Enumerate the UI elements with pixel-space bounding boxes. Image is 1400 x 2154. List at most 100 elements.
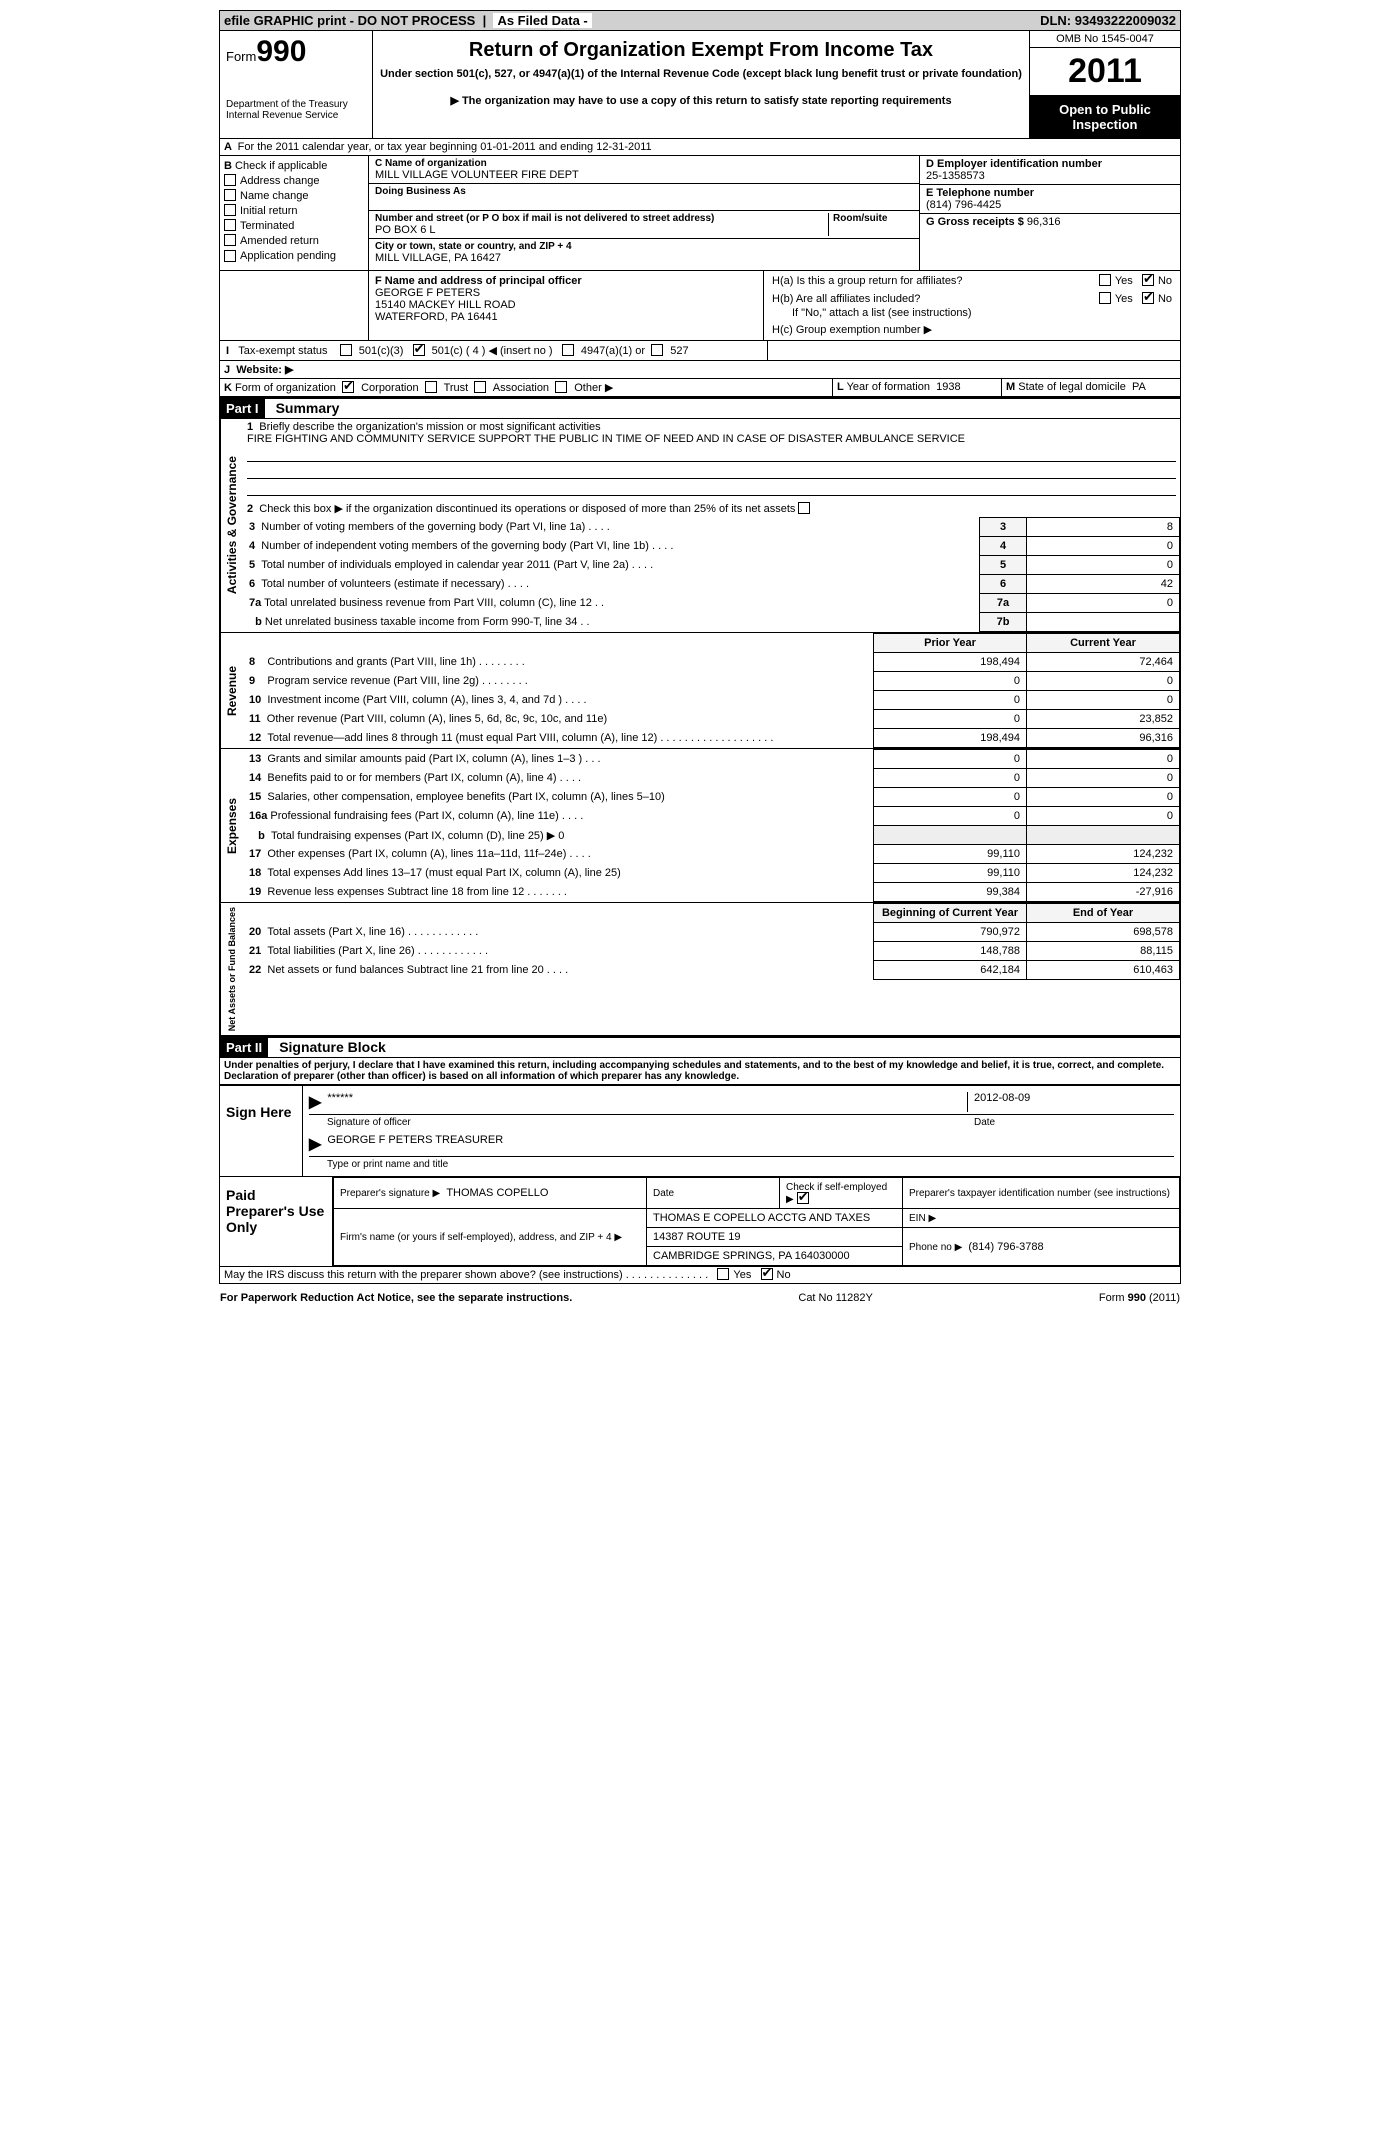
paid-preparer-block: Paid Preparer's Use Only Preparer's sign…: [220, 1176, 1180, 1266]
preparer-phone: (814) 796-3788: [968, 1241, 1043, 1253]
chk-4947[interactable]: [562, 344, 574, 356]
officer-addr2: WATERFORD, PA 16441: [375, 311, 757, 323]
firm-name: THOMAS E COPELLO ACCTG AND TAXES: [647, 1209, 903, 1228]
form-number: 990: [256, 35, 306, 68]
part-I-header: Part I Summary: [220, 397, 1180, 419]
expenses-table: 13 Grants and similar amounts paid (Part…: [243, 749, 1180, 902]
page-footer: For Paperwork Reduction Act Notice, see …: [220, 1292, 1180, 1304]
part-II-header: Part II Signature Block: [220, 1036, 1180, 1058]
paid-preparer-label: Paid Preparer's Use Only: [220, 1177, 333, 1266]
chk-terminated[interactable]: Terminated: [224, 220, 364, 232]
Hb-no[interactable]: [1142, 292, 1154, 304]
net-assets-section: Net Assets or Fund Balances Beginning of…: [220, 903, 1180, 1036]
phone-value: (814) 796-4425: [926, 199, 1174, 211]
efile-topbar: efile GRAPHIC print - DO NOT PROCESS | A…: [220, 11, 1180, 31]
activities-governance: Activities & Governance 1 Briefly descri…: [220, 419, 1180, 633]
gross-label: G Gross receipts $: [926, 216, 1024, 228]
expenses-section: Expenses 13 Grants and similar amounts p…: [220, 749, 1180, 903]
section-A: A For the 2011 calendar year, or tax yea…: [220, 139, 1180, 156]
Hb-note: If "No," attach a list (see instructions…: [792, 307, 1172, 319]
officer-name-title: GEORGE F PETERS TREASURER: [327, 1134, 503, 1154]
form-sub2: The organization may have to use a copy …: [379, 94, 1023, 107]
chk-corp[interactable]: [342, 381, 354, 393]
discuss-row: May the IRS discuss this return with the…: [220, 1266, 1180, 1283]
form-990-page: efile GRAPHIC print - DO NOT PROCESS | A…: [219, 10, 1181, 1284]
chk-amended-return[interactable]: Amended return: [224, 235, 364, 247]
revenue-table: Prior YearCurrent Year 8 Contributions a…: [243, 633, 1180, 748]
sign-here-block: Sign Here ▶ ****** 2012-08-09 Signature …: [220, 1084, 1180, 1176]
chk-501c[interactable]: [413, 344, 425, 356]
side-governance: Activities & Governance: [220, 419, 243, 632]
section-KLM: K Form of organization Corporation Trust…: [220, 379, 1180, 397]
header-left: Form990 Department of the Treasury Inter…: [220, 31, 373, 138]
section-B: B Check if applicable Address change Nam…: [220, 156, 369, 270]
form-label: Form: [226, 49, 256, 64]
form-header: Form990 Department of the Treasury Inter…: [220, 31, 1180, 139]
chk-501c3[interactable]: [340, 344, 352, 356]
omb-number: OMB No 1545-0047: [1030, 31, 1180, 48]
chk-assoc[interactable]: [474, 381, 486, 393]
side-revenue: Revenue: [220, 633, 243, 748]
topbar-left: efile GRAPHIC print - DO NOT PROCESS | A…: [224, 13, 592, 28]
preparer-name: THOMAS COPELLO: [446, 1187, 548, 1199]
footer-right: Form 990 (2011): [1099, 1292, 1180, 1304]
section-I: I Tax-exempt status 501(c)(3) 501(c) ( 4…: [220, 341, 1180, 361]
Ha-no[interactable]: [1142, 274, 1154, 286]
officer-addr1: 15140 MACKEY HILL ROAD: [375, 299, 757, 311]
Hb-label: H(b) Are all affiliates included?: [772, 293, 920, 305]
mission-text: FIRE FIGHTING AND COMMUNITY SERVICE SUPP…: [247, 433, 965, 445]
side-expenses: Expenses: [220, 749, 243, 902]
chk-application-pending[interactable]: Application pending: [224, 250, 364, 262]
firm-addr2: CAMBRIDGE SPRINGS, PA 164030000: [647, 1247, 903, 1266]
chk-trust[interactable]: [425, 381, 437, 393]
street-value: PO BOX 6 L: [375, 224, 828, 236]
Hb-yes[interactable]: [1099, 292, 1111, 304]
form-title: Return of Organization Exempt From Incom…: [379, 39, 1023, 62]
officer-signature[interactable]: ******: [327, 1092, 967, 1112]
declaration-text: Under penalties of perjury, I declare th…: [220, 1058, 1180, 1084]
city-label: City or town, state or country, and ZIP …: [375, 241, 913, 252]
discuss-yes[interactable]: [717, 1268, 729, 1280]
chk-discontinued[interactable]: [798, 502, 810, 514]
room-label: Room/suite: [833, 213, 913, 224]
chk-self-employed[interactable]: [797, 1192, 809, 1204]
chk-527[interactable]: [651, 344, 663, 356]
netassets-table: Beginning of Current YearEnd of Year 20 …: [243, 903, 1180, 980]
revenue-section: Revenue Prior YearCurrent Year 8 Contrib…: [220, 633, 1180, 749]
officer-name: GEORGE F PETERS: [375, 287, 757, 299]
chk-name-change[interactable]: Name change: [224, 190, 364, 202]
org-name: MILL VILLAGE VOLUNTEER FIRE DEPT: [375, 169, 913, 181]
tax-year: 2011: [1030, 48, 1180, 96]
dba-label: Doing Business As: [375, 186, 913, 197]
governance-table: 3 Number of voting members of the govern…: [243, 517, 1180, 632]
discuss-no[interactable]: [761, 1268, 773, 1280]
Ha-yes[interactable]: [1099, 274, 1111, 286]
Hc-label: H(c) Group exemption number ▶: [772, 323, 1172, 336]
footer-left: For Paperwork Reduction Act Notice, see …: [220, 1292, 572, 1304]
section-F: F Name and address of principal officer …: [368, 271, 764, 340]
street-label: Number and street (or P O box if mail is…: [375, 213, 828, 224]
footer-cat: Cat No 11282Y: [798, 1292, 872, 1304]
section-H: H(a) Is this a group return for affiliat…: [764, 271, 1180, 340]
city-value: MILL VILLAGE, PA 16427: [375, 252, 913, 264]
org-info-block: B Check if applicable Address change Nam…: [220, 156, 1180, 271]
gross-value: 96,316: [1027, 216, 1061, 228]
open-to-public: Open to Public Inspection: [1030, 96, 1180, 138]
header-center: Return of Organization Exempt From Incom…: [373, 31, 1029, 138]
form-sub1: Under section 501(c), 527, or 4947(a)(1)…: [379, 68, 1023, 80]
header-right: OMB No 1545-0047 2011 Open to Public Ins…: [1029, 31, 1180, 138]
chk-address-change[interactable]: Address change: [224, 175, 364, 187]
ein-value: 25-1358573: [926, 170, 1174, 182]
signature-date: 2012-08-09: [967, 1092, 1174, 1112]
spacer: [220, 271, 368, 340]
sign-here-label: Sign Here: [220, 1086, 303, 1176]
chk-other[interactable]: [555, 381, 567, 393]
chk-initial-return[interactable]: Initial return: [224, 205, 364, 217]
right-id-col: D Employer identification number 25-1358…: [919, 156, 1180, 270]
officer-group-block: F Name and address of principal officer …: [220, 271, 1180, 341]
dept-label: Department of the Treasury Internal Reve…: [226, 99, 366, 121]
firm-addr1: 14387 ROUTE 19: [647, 1228, 903, 1247]
ein-label: D Employer identification number: [926, 158, 1174, 170]
Ha-label: H(a) Is this a group return for affiliat…: [772, 275, 963, 287]
side-netassets: Net Assets or Fund Balances: [220, 903, 243, 1035]
